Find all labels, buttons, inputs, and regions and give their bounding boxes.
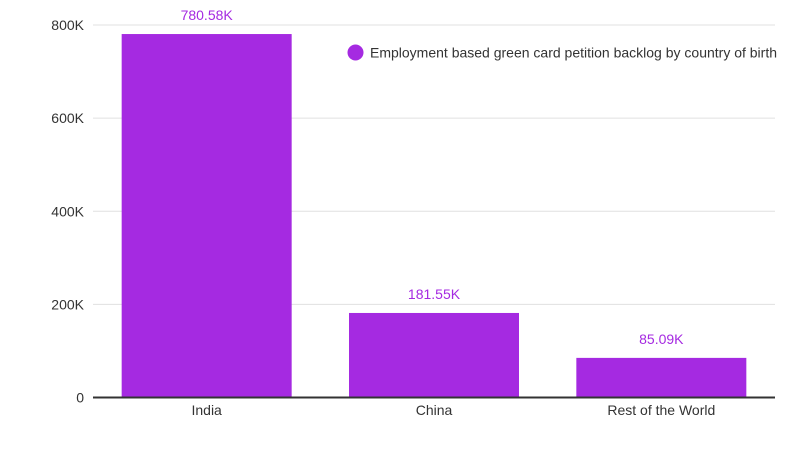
legend-swatch [347,44,364,61]
y-tick-label: 200K [51,296,84,312]
data-label: 181.55K [408,286,461,302]
data-labels: 780.58K 181.55K 85.09K [181,7,685,347]
bar[interactable] [349,312,519,398]
data-label: 85.09K [639,331,684,347]
bar[interactable] [121,34,292,398]
data-label: 780.58K [181,7,234,23]
x-tick-label: Rest of the World [607,402,715,418]
bars [121,34,747,398]
y-tick-label: 800K [51,17,84,33]
x-tick-label: India [191,402,222,418]
bar[interactable] [576,357,747,398]
x-tick-label: China [416,402,453,418]
x-axis-labels: India China Rest of the World [191,402,715,418]
y-axis-ticks: 0 200K 400K 600K 800K [51,17,84,406]
y-tick-label: 0 [76,390,84,406]
y-tick-label: 600K [51,110,84,126]
legend[interactable]: Employment based green card petition bac… [347,44,778,61]
y-tick-label: 400K [51,203,84,219]
legend-label: Employment based green card petition bac… [370,45,777,61]
